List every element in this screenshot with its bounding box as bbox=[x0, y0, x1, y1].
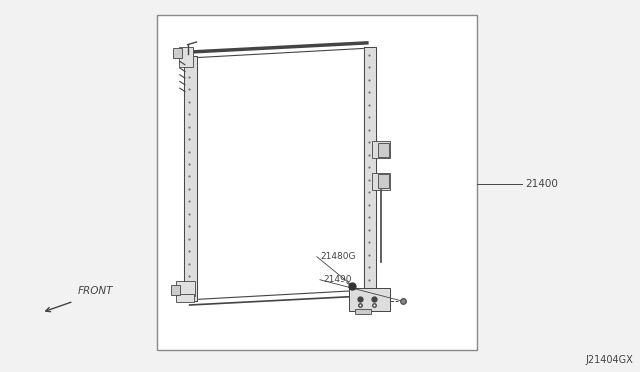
Bar bbox=[157, 15, 477, 350]
Text: 21400: 21400 bbox=[525, 179, 557, 189]
Bar bbox=[171, 285, 180, 295]
Polygon shape bbox=[184, 56, 197, 301]
Bar bbox=[349, 288, 390, 311]
Polygon shape bbox=[195, 48, 365, 299]
Text: J21404GX: J21404GX bbox=[586, 355, 634, 365]
Bar bbox=[378, 143, 389, 157]
Text: FRONT: FRONT bbox=[78, 286, 113, 296]
Bar bbox=[173, 48, 182, 58]
Bar bbox=[176, 281, 195, 296]
Bar bbox=[372, 141, 390, 158]
Text: 21490: 21490 bbox=[323, 275, 352, 284]
Bar bbox=[372, 173, 390, 190]
Bar bbox=[179, 46, 193, 67]
Bar bbox=[355, 309, 371, 314]
Polygon shape bbox=[364, 46, 376, 292]
Bar bbox=[176, 294, 194, 302]
Text: 21480G: 21480G bbox=[320, 252, 355, 261]
Bar bbox=[378, 174, 389, 188]
